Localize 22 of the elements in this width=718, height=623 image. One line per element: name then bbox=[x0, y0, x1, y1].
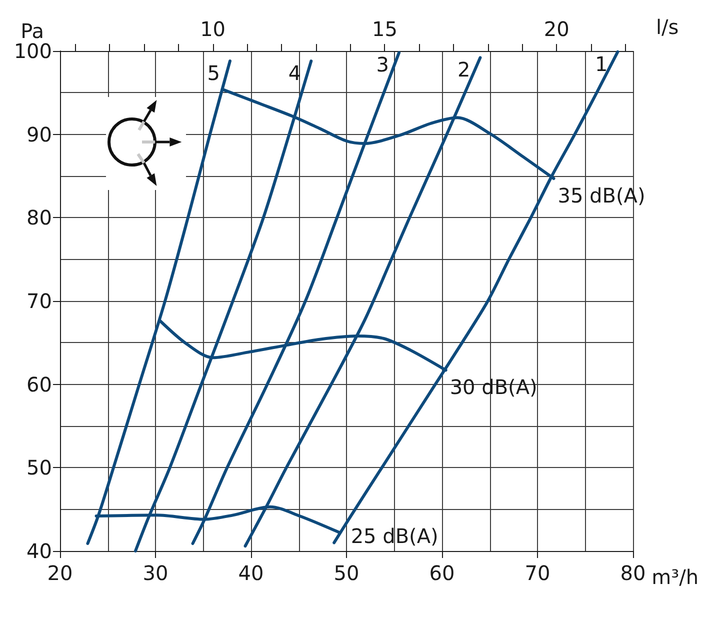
series-label: 1 bbox=[594, 52, 608, 76]
x-tick-label: 60 bbox=[429, 561, 455, 585]
x-tick-label: 30 bbox=[142, 561, 168, 585]
y-tick-label: 50 bbox=[26, 456, 52, 480]
x2-tick-label: 10 bbox=[200, 17, 226, 41]
x2-axis-title: l/s bbox=[656, 15, 679, 39]
x-tick-label: 40 bbox=[238, 561, 264, 585]
x-axis-title: m³/h bbox=[652, 565, 699, 589]
x-tick-label: 20 bbox=[47, 561, 73, 585]
x-tick-label: 70 bbox=[524, 561, 550, 585]
y-tick-label: 60 bbox=[26, 372, 52, 396]
y-tick-label: 70 bbox=[26, 289, 52, 313]
x-tick-label: 80 bbox=[620, 561, 646, 585]
series-label: 2 bbox=[457, 58, 470, 82]
series-label: 3 bbox=[376, 52, 390, 77]
y-tick-label: 40 bbox=[26, 539, 52, 563]
x-tick-label: 50 bbox=[334, 561, 360, 585]
y-tick-label: 80 bbox=[26, 206, 52, 230]
x2-tick-label: 20 bbox=[544, 17, 570, 41]
x2-tick-label: 15 bbox=[372, 17, 398, 41]
series-label: 5 bbox=[207, 61, 220, 85]
y-tick-label: 90 bbox=[26, 122, 52, 146]
